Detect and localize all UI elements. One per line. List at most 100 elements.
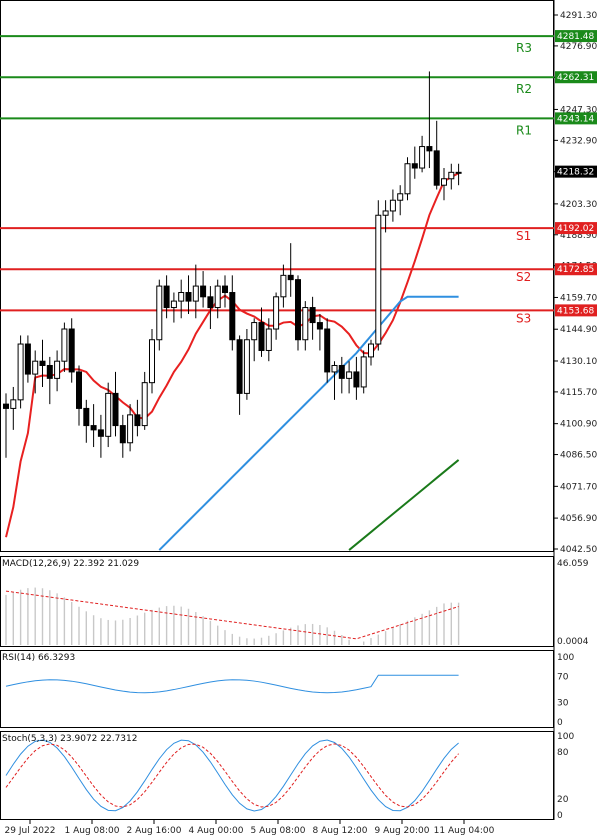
level-price-box bbox=[555, 222, 597, 235]
rsi-panel-frame bbox=[0, 650, 554, 728]
time-tick-label: 1 Aug 08:00 bbox=[65, 826, 120, 836]
candle-body bbox=[192, 285, 199, 302]
candle-body bbox=[3, 403, 9, 409]
candle-body bbox=[295, 279, 301, 341]
candle-body bbox=[360, 356, 367, 388]
stoch-d-line bbox=[5, 743, 459, 808]
candle-body bbox=[251, 322, 258, 341]
candle-body bbox=[141, 382, 148, 427]
candle-body bbox=[178, 292, 185, 302]
candle-body bbox=[163, 285, 170, 309]
candle-body bbox=[404, 163, 411, 195]
time-tick-label: 9 Aug 20:00 bbox=[375, 826, 430, 836]
level-name-s3: S3 bbox=[516, 311, 531, 325]
time-tick-label: 8 Aug 12:00 bbox=[313, 826, 368, 836]
last-price-label: 4218.32 bbox=[557, 168, 594, 178]
candle-body bbox=[368, 343, 374, 358]
candle-body bbox=[76, 371, 82, 409]
candle-body bbox=[309, 307, 316, 324]
level-name-r2: R2 bbox=[516, 82, 532, 96]
macd-label: MACD(12,26,9) 22.392 21.029 bbox=[2, 559, 139, 569]
price-tick-label: 4276.90 bbox=[560, 42, 597, 52]
ma-slow-line bbox=[348, 459, 460, 551]
candle-body bbox=[149, 339, 155, 384]
candle-body bbox=[441, 178, 447, 186]
price-tick-label: 4100.90 bbox=[560, 420, 597, 430]
level-price-label: 4153.68 bbox=[557, 306, 594, 316]
price-tick-label: 4086.50 bbox=[560, 451, 597, 461]
price-tick-label: 4203.30 bbox=[560, 200, 597, 210]
candle-body bbox=[258, 322, 265, 351]
candle-body bbox=[375, 214, 382, 345]
rsi-tick-label: 70 bbox=[557, 673, 569, 683]
candle-body bbox=[24, 343, 31, 375]
price-tick-label: 4159.70 bbox=[560, 293, 597, 303]
stoch-tick-label: 20 bbox=[557, 795, 569, 805]
candle-body bbox=[243, 339, 250, 394]
candle-body bbox=[229, 292, 236, 341]
candle-body bbox=[112, 392, 119, 427]
price-tick-label: 4144.90 bbox=[560, 325, 597, 335]
candle-body bbox=[455, 171, 462, 174]
macd-panel-frame bbox=[0, 556, 554, 647]
candle-body bbox=[105, 392, 112, 437]
candle-body bbox=[54, 360, 61, 379]
stoch-k-line bbox=[5, 739, 459, 812]
candle-body bbox=[46, 364, 53, 379]
level-name-r1: R1 bbox=[516, 123, 532, 137]
level-price-label: 4192.02 bbox=[557, 224, 594, 234]
candle-body bbox=[287, 274, 294, 281]
candle-body bbox=[90, 425, 97, 431]
stoch-tick-label: 100 bbox=[557, 732, 574, 742]
candle-body bbox=[17, 343, 24, 401]
level-price-box bbox=[555, 71, 597, 84]
stoch-label: Stoch(5,3,3) 23.9072 22.7312 bbox=[2, 734, 137, 744]
macd-axis-bottom: 0.0004 bbox=[557, 637, 589, 647]
price-tick-label: 4071.70 bbox=[560, 482, 597, 492]
level-price-box bbox=[555, 263, 597, 276]
candle-body bbox=[265, 328, 272, 351]
stoch-panel-frame bbox=[0, 731, 554, 820]
price-tick-label: 4188.90 bbox=[560, 231, 597, 241]
time-tick-label: 29 Jul 2022 bbox=[5, 826, 56, 836]
rsi-tick-label: 100 bbox=[557, 653, 574, 663]
candle-body bbox=[419, 146, 426, 169]
rsi-label: RSI(14) 66.3293 bbox=[2, 653, 75, 663]
level-name-r3: R3 bbox=[516, 41, 532, 55]
level-price-label: 4172.85 bbox=[557, 265, 594, 275]
level-price-box bbox=[555, 304, 597, 317]
price-tick-label: 4247.30 bbox=[560, 105, 597, 115]
candle-body bbox=[280, 274, 287, 298]
time-tick-label: 4 Aug 00:00 bbox=[189, 826, 244, 836]
candle-body bbox=[236, 339, 243, 394]
candle-body bbox=[200, 285, 207, 298]
price-tick-label: 4115.70 bbox=[560, 388, 597, 398]
level-price-box bbox=[555, 112, 597, 125]
level-price-box bbox=[555, 30, 597, 43]
candle-body bbox=[302, 307, 309, 341]
candle-body bbox=[83, 407, 90, 427]
candle-body bbox=[134, 414, 141, 427]
candle-body bbox=[389, 199, 396, 212]
candle-body bbox=[214, 285, 221, 309]
time-tick-label: 5 Aug 08:00 bbox=[251, 826, 306, 836]
candle-body bbox=[316, 322, 323, 330]
candle-body bbox=[331, 364, 338, 373]
candle-body bbox=[119, 425, 126, 444]
candle-body bbox=[97, 429, 104, 437]
level-name-s1: S1 bbox=[516, 229, 531, 243]
candle-body bbox=[68, 328, 75, 373]
stoch-tick-label: 80 bbox=[557, 748, 569, 758]
level-price-label: 4262.31 bbox=[557, 73, 594, 83]
main-panel-frame bbox=[0, 0, 554, 552]
ma-mid-line bbox=[158, 295, 459, 551]
macd-axis-top: 46.059 bbox=[557, 559, 589, 569]
price-tick-label: 4130.10 bbox=[560, 357, 597, 367]
candle-body bbox=[10, 399, 17, 409]
candle-body bbox=[448, 171, 455, 180]
candle-body bbox=[353, 371, 360, 388]
candle-body bbox=[156, 285, 163, 341]
time-tick-label: 2 Aug 16:00 bbox=[127, 826, 182, 836]
stoch-tick-label: 0 bbox=[557, 811, 563, 821]
